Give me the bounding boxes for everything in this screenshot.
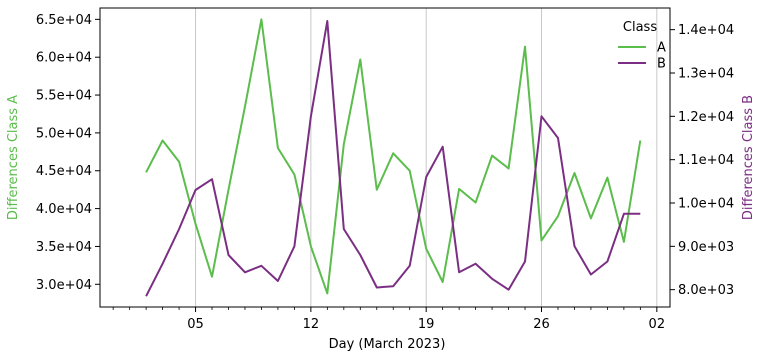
legend-title: Class — [623, 20, 657, 35]
y-right-tick-label: 1.4e+04 — [678, 23, 734, 38]
y-axis-label-left: Differences Class A — [6, 95, 21, 220]
y-left-tick-label: 3.0e+04 — [36, 278, 92, 293]
y-left-tick-label: 6.0e+04 — [36, 51, 92, 66]
y-left-tick-label: 3.5e+04 — [36, 240, 92, 255]
y-axis-right: 8.0e+03 9.0e+03 1.0e+04 1.1e+04 1.2e+04 1.3e+… — [670, 23, 734, 298]
x-axis: 05 12 19 26 02 — [112, 307, 666, 332]
y-right-tick-label: 9.0e+03 — [678, 240, 734, 255]
x-tick-label: 05 — [187, 317, 204, 332]
legend-label-B: B — [657, 57, 666, 72]
y-right-tick-label: 8.0e+03 — [678, 283, 734, 298]
y-right-tick-label: 1.3e+04 — [678, 67, 734, 82]
plot-frame — [99, 7, 671, 308]
x-axis-label: Day (March 2023) — [329, 337, 446, 352]
x-tick-label: 19 — [418, 317, 435, 332]
vertical-grid — [195, 8, 658, 307]
y-left-tick-label: 5.0e+04 — [36, 126, 92, 141]
y-left-tick-label: 4.5e+04 — [36, 164, 92, 179]
y-right-tick-label: 1.2e+04 — [678, 110, 734, 125]
x-tick-label: 02 — [649, 317, 666, 332]
legend: Class AB — [618, 20, 666, 72]
legend-label-A: A — [657, 41, 666, 56]
y-left-tick-label: 6.5e+04 — [36, 13, 92, 28]
x-tick-label: 12 — [303, 317, 320, 332]
series-line-B — [145, 20, 641, 297]
y-axis-label-right: Differences Class B — [741, 95, 756, 220]
y-left-tick-label: 4.0e+04 — [36, 202, 92, 217]
x-tick-label: 26 — [533, 317, 550, 332]
y-left-tick-label: 5.5e+04 — [36, 89, 92, 104]
series-line-A — [145, 18, 642, 295]
y-axis-left: 3.0e+04 3.5e+04 4.0e+04 4.5e+04 5.0e+04 5.5e+… — [36, 13, 100, 293]
series-lines — [145, 18, 642, 297]
y-right-tick-label: 1.0e+04 — [678, 197, 734, 212]
y-right-tick-label: 1.1e+04 — [678, 153, 734, 168]
